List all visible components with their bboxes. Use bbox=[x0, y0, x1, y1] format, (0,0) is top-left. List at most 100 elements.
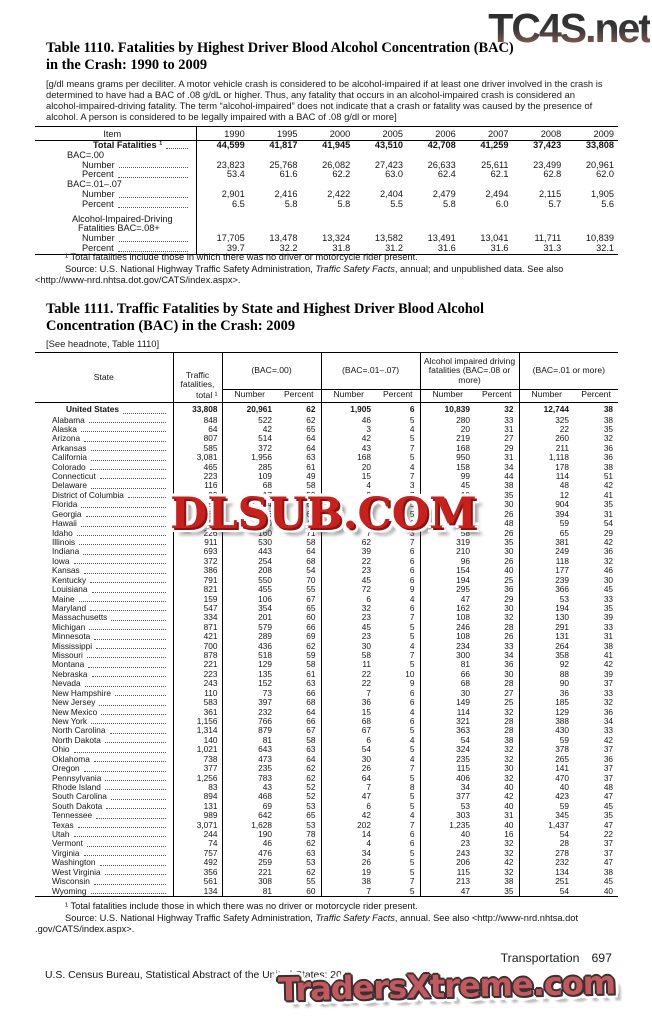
data-value: 62.2 bbox=[332, 169, 351, 180]
row-label: Delaware bbox=[35, 481, 173, 490]
data-value: 62.4 bbox=[437, 169, 456, 180]
data-value: 5 bbox=[376, 886, 421, 898]
table-row: Connecticut 223 109 49 15 7 99 44 114 51 bbox=[35, 471, 618, 482]
data-value: 34 bbox=[504, 650, 514, 661]
data-value: 34 bbox=[504, 461, 514, 472]
data-value: 436 bbox=[221, 641, 277, 652]
year-column-header: 2007 bbox=[459, 126, 513, 141]
table-row: Idaho 226 160 71 7 3 58 26 65 29 bbox=[35, 528, 618, 538]
table-row: Total Fatalities ¹ 44,599 41,817 41,945 43,5… bbox=[35, 140, 618, 151]
table-row: Oklahoma 738 473 64 30 4 235 32 265 36 bbox=[35, 753, 618, 765]
data-value: 7 bbox=[320, 782, 377, 793]
data-value: 406 bbox=[419, 773, 476, 783]
data-value: 108 bbox=[419, 612, 476, 623]
table-row: New York 1,156 766 66 68 6 321 28 388 34 bbox=[35, 716, 618, 727]
data-value: 68 bbox=[419, 678, 476, 689]
data-value: 26 bbox=[504, 631, 514, 642]
data-value: 66 bbox=[306, 621, 316, 632]
data-value: 62 bbox=[306, 866, 316, 877]
data-value: 11,711 bbox=[534, 233, 562, 244]
year-column-header: 2006 bbox=[407, 126, 460, 141]
data-value: 68 bbox=[320, 716, 377, 727]
data-value: 58 bbox=[306, 734, 316, 745]
data-value: 22 bbox=[603, 829, 614, 840]
data-value: 61 bbox=[306, 461, 316, 472]
year-column-header: 2005 bbox=[354, 126, 407, 141]
data-value: 65 bbox=[518, 528, 575, 538]
table-row: Florida 2,558 1,644 64 134 5 770 30 904 35 bbox=[35, 499, 618, 510]
data-value: 135 bbox=[221, 669, 277, 680]
data-value: 52 bbox=[306, 791, 316, 802]
data-value: 15 bbox=[320, 471, 377, 482]
table-row: North Dakota 140 81 58 6 4 54 38 59 42 bbox=[35, 734, 618, 746]
data-value: 55 bbox=[306, 584, 316, 595]
data-value: 36 bbox=[603, 753, 614, 764]
data-value: 28 bbox=[504, 725, 514, 736]
data-value: 66 bbox=[306, 716, 316, 726]
data-value: 356 bbox=[172, 867, 222, 878]
data-value: 2,422 bbox=[327, 188, 351, 199]
data-value: 31.6 bbox=[459, 243, 513, 255]
data-value: 223 bbox=[172, 669, 222, 680]
data-value: 53.4 bbox=[226, 169, 245, 180]
table-row: Washington 492 259 53 26 5 206 42 232 47 bbox=[35, 857, 618, 868]
data-value: 13,491 bbox=[427, 233, 456, 244]
data-value: 64 bbox=[306, 433, 316, 444]
data-value: 394 bbox=[518, 509, 575, 520]
data-value: 64 bbox=[306, 442, 316, 453]
data-value: 67 bbox=[306, 593, 316, 604]
data-value: 324 bbox=[419, 744, 476, 755]
data-value: 23,823 bbox=[216, 159, 245, 170]
data-value: 5 bbox=[409, 508, 415, 519]
table-row: Delaware 116 68 58 4 3 45 38 48 42 bbox=[35, 481, 618, 491]
percent-column-header: Percent bbox=[376, 389, 421, 403]
data-value bbox=[196, 215, 249, 235]
data-value: 92 bbox=[518, 660, 575, 670]
data-value: 4 bbox=[409, 461, 415, 472]
data-value: 13,582 bbox=[374, 233, 403, 244]
row-label: Vermont bbox=[35, 839, 173, 848]
data-value: 37 bbox=[603, 763, 614, 774]
data-value: 29 bbox=[504, 442, 514, 453]
data-value: 25 bbox=[504, 697, 514, 708]
table-row: New Mexico 361 232 64 15 4 114 32 129 36 bbox=[35, 707, 618, 717]
row-label bbox=[35, 209, 197, 215]
data-value: 58 bbox=[306, 659, 316, 670]
data-value: 30 bbox=[504, 602, 514, 613]
data-value: 70 bbox=[306, 574, 316, 585]
data-value: 62 bbox=[306, 414, 316, 425]
data-value: 16 bbox=[504, 829, 514, 840]
source-suffix: , annual; and unpublished data. See also bbox=[394, 263, 564, 274]
data-value: 67 bbox=[306, 725, 316, 736]
data-value: 116 bbox=[172, 481, 222, 491]
data-value: 17 bbox=[221, 490, 277, 501]
data-value: 140 bbox=[172, 735, 222, 746]
row-label: District of Columbia bbox=[35, 490, 173, 500]
data-value: 388 bbox=[518, 716, 575, 727]
data-value: 235 bbox=[221, 763, 277, 774]
year-column-header: 2008 bbox=[512, 126, 566, 141]
data-value: 10 bbox=[405, 668, 415, 679]
data-value: 5 bbox=[409, 800, 415, 811]
data-value: 134 bbox=[518, 867, 575, 878]
table-row: Indiana 693 443 64 39 6 210 30 249 36 bbox=[35, 546, 618, 557]
data-value: 118 bbox=[518, 556, 575, 567]
data-value: 7 bbox=[409, 819, 415, 830]
data-value: 190 bbox=[221, 829, 277, 840]
data-value: 9 bbox=[409, 584, 415, 595]
data-value: 5.5 bbox=[390, 198, 403, 209]
row-label: Georgia bbox=[35, 509, 173, 519]
data-value: 81 bbox=[221, 886, 277, 898]
data-value: 38 bbox=[504, 734, 514, 745]
data-value: 48 bbox=[504, 518, 514, 529]
data-value: 10,839 bbox=[419, 402, 476, 416]
data-value: 114 bbox=[419, 707, 476, 717]
data-value: 783 bbox=[221, 773, 277, 783]
data-value: 31.3 bbox=[512, 243, 566, 255]
data-value: 63 bbox=[306, 847, 316, 858]
data-value: 14 bbox=[320, 829, 377, 840]
row-label: Wyoming bbox=[35, 886, 173, 898]
data-value: 63.0 bbox=[385, 169, 403, 180]
data-value: 6 bbox=[409, 697, 415, 708]
row-label: Colorado bbox=[35, 462, 173, 472]
